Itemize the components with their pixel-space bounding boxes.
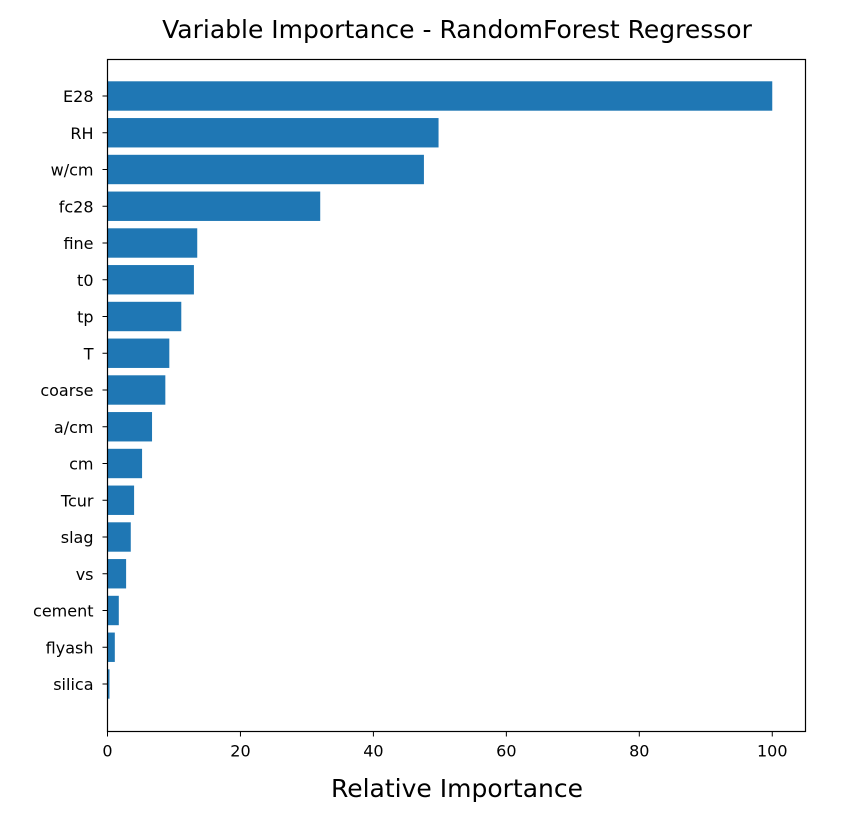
y-tick-label: fc28 — [59, 197, 94, 216]
bar-silica — [107, 669, 110, 699]
bar-t0 — [107, 265, 194, 295]
chart-title: Variable Importance - RandomForest Regre… — [162, 15, 752, 44]
bar-rh — [107, 118, 439, 148]
y-tick-label: silica — [53, 675, 93, 694]
bar-fc28 — [107, 191, 321, 221]
y-tick-label: cm — [69, 455, 93, 474]
y-tick-label: fine — [63, 234, 93, 253]
x-tick-label: 20 — [230, 742, 250, 761]
x-axis-label: Relative Importance — [331, 774, 583, 803]
x-tick-label: 0 — [102, 742, 112, 761]
y-tick-label: a/cm — [54, 418, 94, 437]
y-tick-label: w/cm — [51, 161, 94, 180]
bar-coarse — [107, 375, 166, 405]
bar-fine — [107, 228, 198, 258]
y-tick-label: vs — [76, 565, 94, 584]
bar-w-cm — [107, 154, 424, 185]
bar-cm — [107, 448, 143, 479]
y-tick-label: flyash — [46, 638, 94, 657]
x-axis-ticks: 0 20 40 60 80 100 — [102, 731, 788, 761]
bar-flyash — [107, 632, 115, 662]
y-tick-label: RH — [70, 124, 93, 143]
y-tick-label: E28 — [63, 87, 93, 106]
bar-e28 — [107, 81, 773, 111]
bar-vs — [107, 559, 127, 589]
bar-tp — [107, 301, 182, 332]
bar-cement — [107, 595, 119, 626]
y-tick-label: slag — [61, 528, 94, 547]
x-tick-label: 40 — [363, 742, 383, 761]
y-tick-label: T — [83, 344, 94, 363]
y-tick-label: t0 — [77, 271, 93, 290]
bars-group — [107, 81, 773, 699]
x-tick-label: 100 — [757, 742, 788, 761]
bar-slag — [107, 522, 131, 552]
y-tick-label: coarse — [40, 381, 93, 400]
bar-a-cm — [107, 412, 153, 442]
y-tick-label: Tcur — [60, 491, 94, 510]
plot-frame — [106, 58, 807, 733]
x-tick-label: 80 — [629, 742, 649, 761]
x-tick-label: 60 — [496, 742, 516, 761]
y-tick-label: tp — [77, 308, 93, 327]
bar-t — [107, 338, 170, 368]
y-tick-label: cement — [33, 602, 93, 621]
bar-tcur — [107, 485, 135, 515]
